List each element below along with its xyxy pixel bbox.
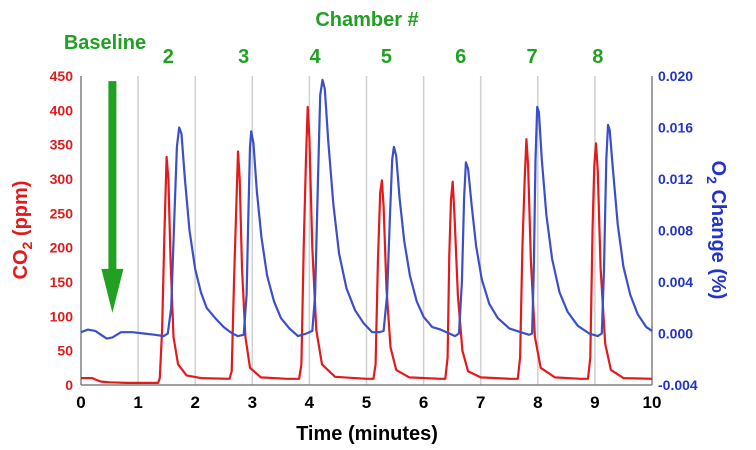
x-tick-label-7: 7 xyxy=(476,393,485,412)
y-left-tick-label-0: 0 xyxy=(65,377,73,393)
x-axis-label: Time (minutes) xyxy=(296,423,438,445)
x-tick-label-4: 4 xyxy=(305,393,315,412)
y-right-tick-label-2: 0.004 xyxy=(658,274,693,290)
chamber-label-5: 5 xyxy=(381,46,392,68)
y-right-tick-label-6: 0.020 xyxy=(658,68,693,84)
y-left-tick-label-6: 300 xyxy=(50,171,74,187)
series-line-left xyxy=(81,105,653,384)
y-left-tick-label-5: 250 xyxy=(50,205,74,221)
y-left-tick-label-4: 200 xyxy=(50,240,74,256)
y-right-tick-label-0: -0.004 xyxy=(658,377,698,393)
y-right-tick-label-4: 0.012 xyxy=(658,171,693,187)
series-line-right xyxy=(80,78,653,340)
y-right-tick-labels: -0.004 0.000 0.004 0.008 0.012 0.016 0.020 xyxy=(658,68,698,393)
chamber-label-2: 2 xyxy=(163,46,174,68)
y-left-tick-label-2: 100 xyxy=(50,308,74,324)
grid-lines xyxy=(137,76,596,385)
x-tick-label-2: 2 xyxy=(190,393,199,412)
y-left-tick-label-8: 400 xyxy=(50,102,74,118)
x-tick-label-6: 6 xyxy=(419,393,428,412)
baseline-annotation: Baseline xyxy=(64,32,146,313)
baseline-arrow-head xyxy=(101,268,124,313)
y-left-tick-label-1: 50 xyxy=(57,343,73,359)
chart-title: Chamber # xyxy=(315,9,418,31)
x-tick-label-1: 1 xyxy=(133,393,142,412)
y-right-tick-label-5: 0.016 xyxy=(658,120,693,136)
x-tick-label-10: 10 xyxy=(643,393,662,412)
x-tick-label-0: 0 xyxy=(76,393,85,412)
chamber-label-3: 3 xyxy=(238,46,249,68)
axes xyxy=(80,76,653,386)
y-left-tick-label-3: 150 xyxy=(50,274,74,290)
chamber-label-7: 7 xyxy=(527,46,538,68)
y-left-axis-label: CO2 (ppm) xyxy=(10,181,35,280)
x-tick-label-9: 9 xyxy=(590,393,599,412)
y-right-tick-label-3: 0.008 xyxy=(658,223,693,239)
y-right-tick-label-1: 0.000 xyxy=(658,326,693,342)
baseline-label: Baseline xyxy=(64,32,146,54)
chamber-label-6: 6 xyxy=(455,46,466,68)
x-tick-labels: 0 1 2 3 4 5 6 7 8 9 10 xyxy=(76,393,661,412)
chamber-labels: 2 3 4 5 6 7 8 xyxy=(163,46,604,68)
x-tick-label-8: 8 xyxy=(533,393,542,412)
y-right-axis-label: O2 Change (%) xyxy=(704,161,729,300)
chamber-label-4: 4 xyxy=(310,46,322,68)
x-tick-label-5: 5 xyxy=(362,393,371,412)
y-left-tick-labels: 0 50 100 150 200 250 300 350 400 450 xyxy=(50,68,74,393)
y-left-tick-label-7: 350 xyxy=(50,137,74,153)
series-lines xyxy=(80,78,653,384)
chamber-label-8: 8 xyxy=(592,46,603,68)
x-tick-label-3: 3 xyxy=(248,393,257,412)
y-left-tick-label-9: 450 xyxy=(50,68,74,84)
